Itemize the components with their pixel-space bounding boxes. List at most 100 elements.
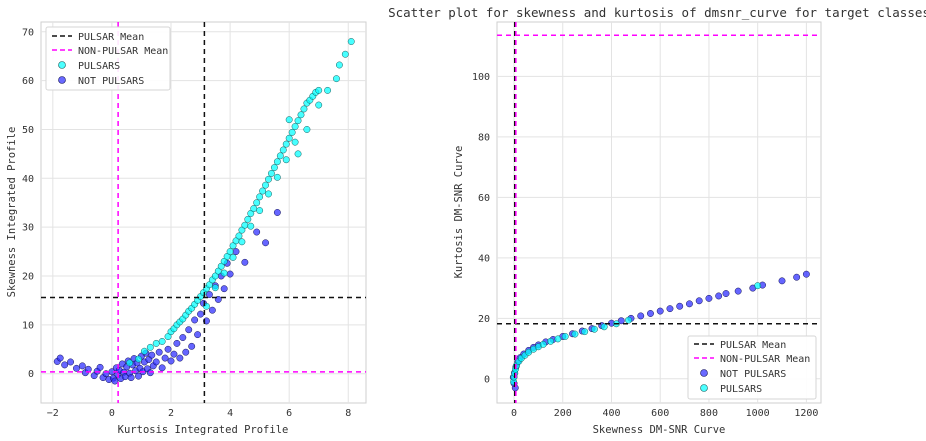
left-point-pulsars	[135, 355, 142, 363]
left-point-pulsars	[235, 232, 243, 240]
left-legend-frame	[45, 26, 171, 91]
left-point-pulsars	[253, 199, 261, 207]
left-x-tick-label: 6	[286, 408, 292, 419]
left-legend-label-pulsar-mean: PULSAR Mean	[78, 32, 144, 43]
left-point-pulsars	[270, 164, 278, 172]
left-x-tick-label: −2	[47, 408, 59, 419]
left-point-not-pulsars	[146, 369, 154, 377]
left-point-pulsars	[273, 158, 281, 166]
left-y-tick-label: 20	[22, 272, 34, 283]
right-point-not-pulsars	[715, 292, 723, 300]
left-x-axis-label: Kurtosis Integrated Profile	[118, 424, 289, 436]
left-point-not-pulsars	[56, 354, 64, 362]
right-x-tick-label: 200	[554, 408, 572, 419]
right-y-tick-label: 100	[472, 72, 490, 83]
left-point-not-pulsars	[111, 377, 119, 385]
right-point-pulsars	[625, 316, 632, 324]
right-chart: Scatter plot for skewness and kurtosis o…	[388, 5, 926, 436]
left-point-not-pulsars	[176, 354, 184, 362]
left-legend-label-non-pulsar-mean: NON-PULSAR Mean	[78, 46, 168, 57]
right-point-not-pulsars	[617, 317, 625, 325]
left-point-pulsars	[256, 207, 264, 214]
left-point-pulsars	[238, 238, 246, 246]
left-legend-label-pulsars: PULSARS	[78, 61, 120, 72]
left-point-pulsars	[276, 152, 284, 160]
left-point-pulsars	[262, 181, 269, 189]
left-point-pulsars	[279, 146, 287, 154]
left-point-pulsars	[126, 359, 134, 367]
left-point-pulsars	[324, 86, 332, 94]
left-point-not-pulsars	[241, 258, 249, 266]
left-point-pulsars	[244, 215, 252, 223]
right-point-not-pulsars	[793, 273, 801, 281]
left-point-not-pulsars	[170, 350, 178, 358]
right-x-tick-label: 1200	[794, 408, 818, 419]
right-y-tick-label: 0	[484, 374, 490, 385]
left-point-not-pulsars	[78, 362, 86, 370]
right-legend-key-not-pulsars	[700, 369, 708, 377]
right-point-not-pulsars	[647, 310, 654, 317]
left-y-tick-label: 40	[22, 174, 34, 185]
left-point-not-pulsars	[182, 348, 190, 356]
right-point-pulsars	[561, 333, 569, 340]
left-point-pulsars	[285, 134, 293, 142]
left-y-tick-label: 70	[22, 27, 34, 38]
right-point-not-pulsars	[734, 287, 742, 295]
right-legend-key-pulsars	[700, 384, 708, 392]
right-x-tick-label: 1000	[746, 408, 770, 419]
left-legend: PULSAR Mean NON-PULSAR Mean PULSARS NOT …	[45, 26, 171, 91]
right-x-tick-label: 0	[511, 408, 517, 419]
left-point-pulsars	[294, 117, 302, 125]
left-x-tick-label: 2	[168, 408, 174, 419]
left-legend-key-pulsars	[58, 61, 66, 69]
left-point-not-pulsars	[158, 364, 166, 372]
left-point-not-pulsars	[61, 361, 69, 369]
left-point-not-pulsars	[148, 351, 156, 359]
left-point-not-pulsars	[188, 342, 196, 350]
right-point-pulsars	[525, 348, 533, 356]
left-point-pulsars	[347, 38, 355, 45]
left-point-pulsars	[256, 193, 264, 201]
left-legend-label-not-pulsars: NOT PULSARS	[78, 76, 144, 87]
left-point-not-pulsars	[185, 326, 193, 334]
left-point-pulsars	[341, 50, 349, 58]
left-point-pulsars	[268, 169, 275, 177]
left-point-pulsars	[297, 111, 305, 119]
right-point-not-pulsars	[778, 277, 786, 285]
left-x-tick-label: 8	[345, 408, 351, 419]
right-y-axis-label: Kurtosis DM-SNR Curve	[453, 146, 465, 279]
left-point-not-pulsars	[67, 358, 74, 366]
right-x-tick-label: 800	[700, 408, 718, 419]
left-y-tick-label: 30	[22, 223, 34, 234]
right-point-not-pulsars	[656, 307, 664, 315]
left-point-pulsars	[250, 205, 258, 213]
right-x-tick-label: 600	[651, 408, 669, 419]
left-point-pulsars	[247, 222, 255, 230]
right-point-pulsars	[571, 330, 579, 338]
right-point-not-pulsars	[705, 294, 713, 302]
right-point-pulsars	[539, 340, 547, 348]
left-point-pulsars	[265, 175, 272, 183]
right-legend-label-non-pulsar-mean: NON-PULSAR Mean	[720, 354, 810, 365]
left-point-pulsars	[265, 190, 272, 198]
left-x-tick-label: 4	[227, 408, 233, 419]
left-point-pulsars	[282, 156, 290, 164]
left-point-pulsars	[282, 140, 290, 148]
left-point-pulsars	[335, 61, 343, 69]
left-point-not-pulsars	[155, 348, 163, 356]
right-point-pulsars	[581, 328, 589, 336]
right-point-not-pulsars	[637, 312, 645, 320]
left-chart: −2 0 2 4 6 8 0 10 20 30 40 50 60 70 Kurtosis Integra…	[6, 21, 367, 436]
left-point-pulsars	[315, 101, 323, 109]
left-point-pulsars	[226, 248, 234, 256]
left-point-pulsars	[140, 347, 148, 355]
right-y-tick-label: 80	[478, 132, 490, 143]
left-point-not-pulsars	[164, 345, 172, 353]
right-y-tick-label: 20	[478, 314, 490, 325]
right-point-not-pulsars	[802, 270, 810, 278]
left-point-pulsars	[285, 116, 293, 124]
left-point-pulsars	[303, 126, 311, 133]
left-y-tick-label: 60	[22, 76, 34, 87]
left-point-not-pulsars	[191, 316, 199, 324]
